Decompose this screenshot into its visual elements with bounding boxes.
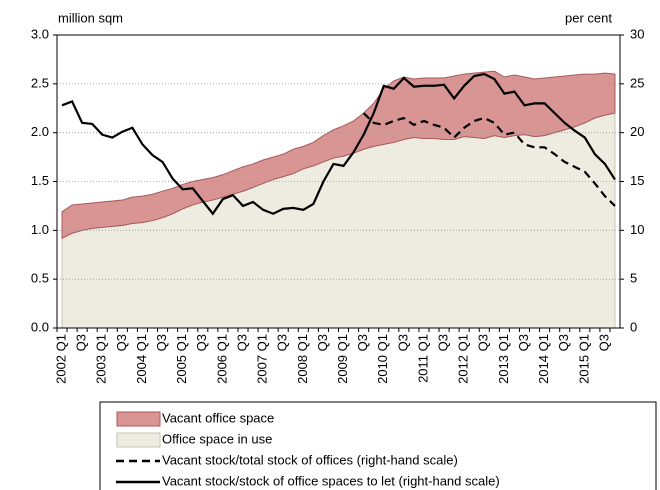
- x-tick-label: Q3: [596, 334, 611, 351]
- x-tick-label: Q3: [556, 334, 571, 351]
- x-tick-label: Q3: [516, 334, 531, 351]
- y-tick-label: 2.0: [31, 124, 49, 139]
- line: [61, 72, 616, 216]
- y2-tick-label: 15: [630, 173, 644, 188]
- x-tick-label: 2008 Q1: [295, 334, 310, 384]
- y-tick-label: 3.0: [31, 26, 49, 41]
- y2-tick-label: 10: [630, 222, 644, 237]
- x-tick-label: 2007 Q1: [255, 334, 270, 384]
- legend-label: Vacant office space: [162, 410, 274, 425]
- legend-label: Office space in use: [162, 431, 272, 446]
- y2-tick-label: 20: [630, 124, 644, 139]
- x-tick-label: Q3: [194, 334, 209, 351]
- y2-tick-label: 5: [630, 271, 637, 286]
- legend-swatch: [116, 411, 161, 427]
- legend-swatch: [116, 432, 161, 448]
- legend-label: Vacant stock/total stock of offices (rig…: [162, 452, 458, 467]
- x-tick-label: Q3: [355, 334, 370, 351]
- x-tick-label: Q3: [234, 334, 249, 351]
- x-tick-label: Q3: [275, 334, 290, 351]
- x-tick-label: 2015 Q1: [576, 334, 591, 384]
- x-tick-label: 2005 Q1: [174, 334, 189, 384]
- x-tick-label: 2013 Q1: [496, 334, 511, 384]
- x-tick-label: Q3: [114, 334, 129, 351]
- y2-tick-label: 0: [630, 319, 637, 334]
- x-tick-label: 2012 Q1: [456, 334, 471, 384]
- x-tick-label: Q3: [476, 334, 491, 351]
- x-tick-label: 2004 Q1: [134, 334, 149, 384]
- y2-tick-label: 30: [630, 26, 644, 41]
- y-axis-label: million sqm: [58, 10, 123, 25]
- x-tick-label: 2010 Q1: [375, 334, 390, 384]
- x-tick-label: 2003 Q1: [94, 334, 109, 384]
- x-tick-label: Q3: [74, 334, 89, 351]
- y-tick-label: 0.5: [31, 271, 49, 286]
- x-tick-label: 2011 Q1: [415, 334, 430, 383]
- x-tick-label: Q3: [395, 334, 410, 351]
- y2-axis-label: per cent: [565, 10, 612, 25]
- x-tick-label: 2014 Q1: [536, 334, 551, 384]
- y-tick-label: 0.0: [31, 319, 49, 334]
- x-tick-label: 2002 Q1: [53, 334, 68, 384]
- y-tick-label: 1.0: [31, 222, 49, 237]
- x-tick-label: 2009 Q1: [335, 334, 350, 384]
- y-tick-label: 1.5: [31, 173, 49, 188]
- y-tick-label: 2.5: [31, 75, 49, 90]
- legend-label: Vacant stock/stock of office spaces to l…: [162, 473, 500, 488]
- x-tick-label: Q3: [436, 334, 451, 351]
- x-tick-label: 2006 Q1: [214, 334, 229, 384]
- y2-tick-label: 25: [630, 75, 644, 90]
- legend-box: [99, 401, 657, 490]
- line: [362, 112, 616, 207]
- x-tick-label: Q3: [315, 334, 330, 351]
- x-tick-label: Q3: [154, 334, 169, 351]
